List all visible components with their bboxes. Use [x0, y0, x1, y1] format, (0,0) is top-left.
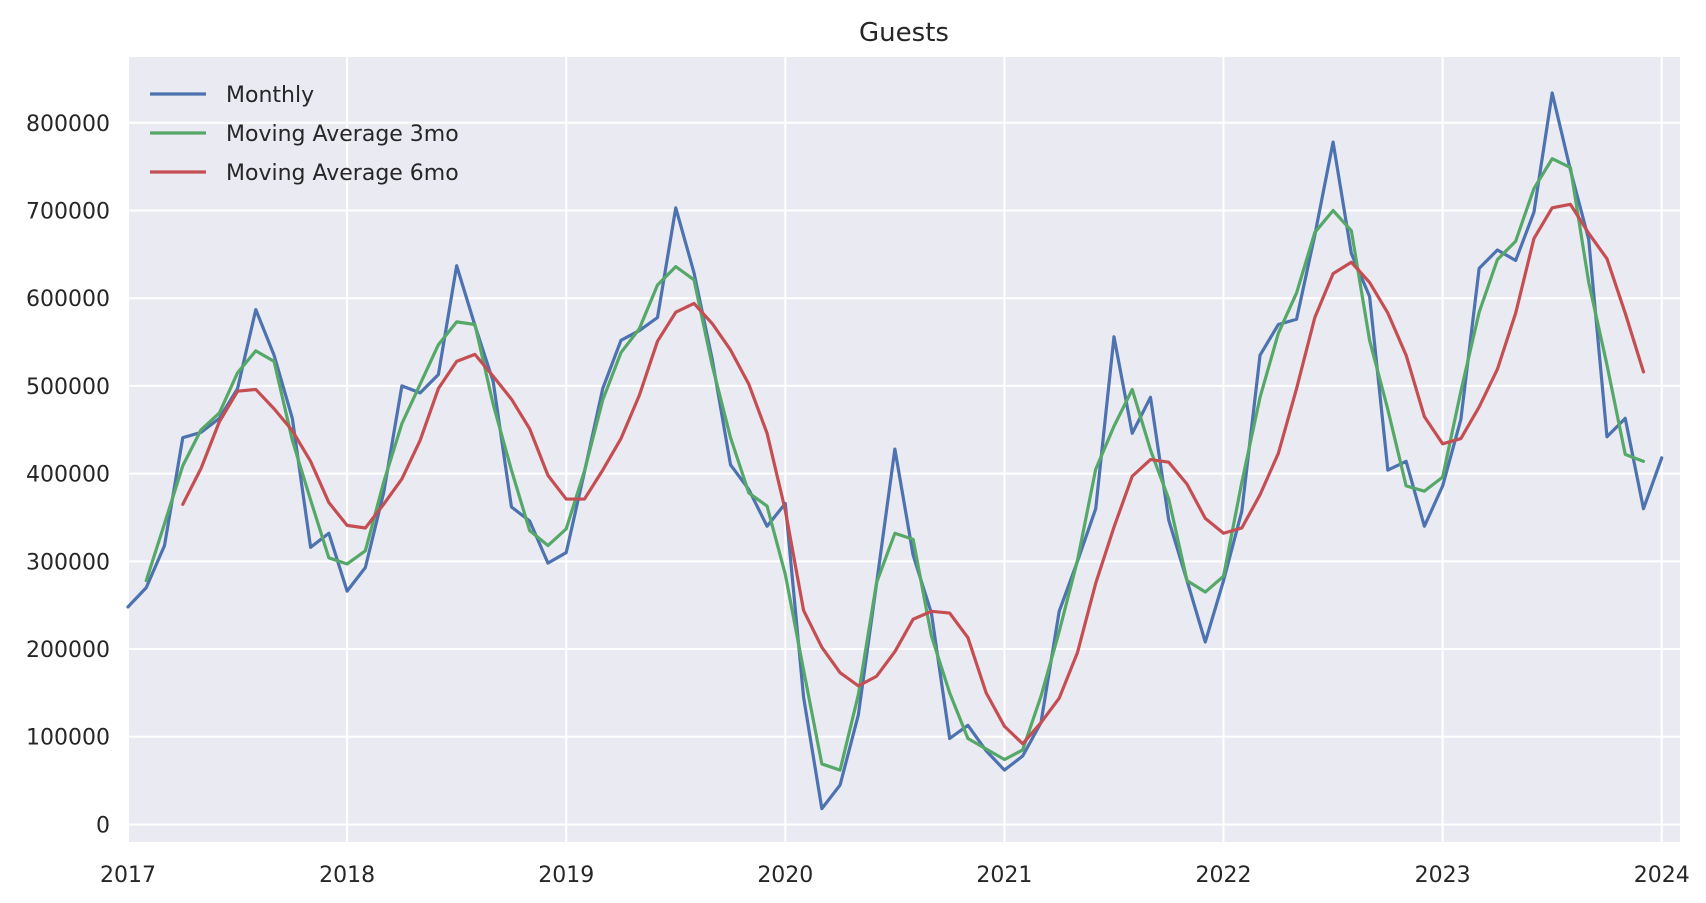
x-tick-label: 2023	[1415, 863, 1471, 888]
x-tick-labels: 2017 2018 2019 2020 2021 2022 2023 2024	[100, 863, 1690, 888]
y-tick-label: 500000	[26, 375, 110, 400]
x-tick-label: 2018	[319, 863, 375, 888]
y-tick-label: 0	[96, 813, 110, 838]
series-lines	[126, 91, 1664, 811]
y-tick-label: 300000	[26, 550, 110, 575]
y-tick-labels: 0 100000 200000 300000 400000 500000 600000 700…	[26, 112, 110, 839]
legend-label-monthly: Monthly	[226, 83, 314, 108]
y-tick-label: 200000	[26, 638, 110, 663]
legend-label-moving-average-6mo: Moving Average 6mo	[226, 161, 459, 186]
x-tick-label: 2024	[1634, 863, 1690, 888]
legend-label-moving-average-3mo: Moving Average 3mo	[226, 122, 459, 147]
series-line-moving-average-3mo	[144, 157, 1646, 772]
x-tick-label: 2022	[1196, 863, 1252, 888]
y-tick-label: 400000	[26, 463, 110, 488]
y-tick-label: 700000	[26, 199, 110, 224]
plot-area	[128, 57, 1680, 842]
series-line-moving-average-6mo	[181, 202, 1646, 746]
x-tick-label: 2019	[538, 863, 594, 888]
y-tick-label: 600000	[26, 287, 110, 312]
chart-title: Guests	[859, 18, 949, 48]
legend: Monthly Moving Average 3mo Moving Average …	[150, 83, 459, 186]
x-tick-label: 2017	[100, 863, 156, 888]
x-tick-label: 2020	[757, 863, 813, 888]
y-tick-label: 800000	[26, 112, 110, 137]
grid-lines	[127, 57, 1680, 842]
series-line-monthly	[126, 91, 1664, 811]
y-tick-label: 100000	[26, 726, 110, 751]
x-tick-label: 2021	[976, 863, 1032, 888]
